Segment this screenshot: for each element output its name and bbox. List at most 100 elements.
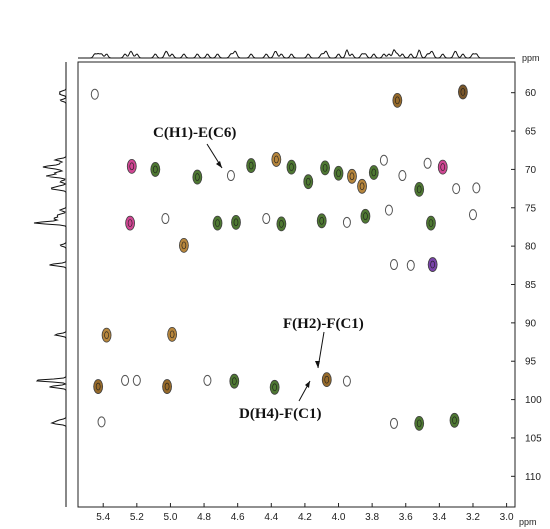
cross-peak-inner-contour [289, 163, 294, 171]
cross-peak [97, 416, 106, 428]
cross-peak [472, 182, 481, 194]
cross-peak-contour [229, 373, 240, 389]
cross-peak-contour [320, 160, 330, 176]
cross-peak-contour [360, 208, 371, 224]
cross-peak-inner-contour [232, 377, 237, 385]
plot-frame [77, 61, 516, 508]
cross-peak-inner-contour [322, 164, 328, 172]
cross-peak-inner-contour [428, 219, 434, 227]
cross-peak [414, 415, 425, 431]
x-tick-label: 3.6 [399, 512, 413, 523]
x-tick-label: 5.2 [130, 512, 144, 523]
left-1d-projection [33, 62, 67, 507]
cross-peak [161, 213, 170, 225]
cross-peak [90, 88, 99, 100]
y-tick-label: 95 [525, 357, 537, 368]
cross-peak-contour [125, 215, 136, 231]
cross-peak-inner-contour [416, 419, 422, 428]
cross-peak [449, 412, 460, 428]
cross-peak-contour [286, 159, 297, 175]
cross-peak [368, 165, 379, 180]
cross-peak-contour [321, 372, 332, 388]
cross-peak [321, 372, 332, 388]
x-tick-label: 3.2 [466, 512, 480, 523]
y-axis: 60 65 70 75 80 85 90 95 100 105 110 [511, 88, 542, 483]
cross-peak-contour [276, 216, 287, 232]
cross-peak [192, 169, 203, 185]
cross-peak [398, 170, 407, 182]
cross-peak-inner-contour [395, 96, 400, 105]
cross-peak [426, 215, 436, 231]
cross-peak-inner-contour [95, 382, 101, 391]
top-1d-projection [78, 48, 515, 59]
cross-peak-contour [246, 158, 257, 173]
cross-peak-inner-contour [169, 330, 175, 339]
cross-peak [452, 183, 461, 195]
cross-peak [167, 326, 178, 342]
cross-peak-inner-contour [129, 162, 135, 171]
cross-peak [132, 374, 141, 386]
cross-peak [212, 215, 223, 231]
cross-peak-contour [389, 417, 398, 429]
bottom-ppm-label: ppm [519, 517, 537, 527]
top-ppm-label: ppm [522, 53, 540, 63]
y-tick-label: 60 [525, 88, 537, 99]
cross-peak-inner-contour [153, 165, 158, 174]
cross-peak-contour [262, 213, 271, 225]
annotation-c1e6: C(H1)-E(C6) [153, 125, 236, 141]
cross-peak-contour [162, 379, 172, 394]
annotation-f2f1: F(H2)-F(C1) [283, 316, 364, 332]
x-tick-label: 3.0 [500, 512, 514, 523]
cross-peak-inner-contour [215, 219, 220, 227]
proton-trace [78, 48, 515, 59]
x-tick-label: 5.0 [163, 512, 177, 523]
cross-peak-inner-contour [181, 241, 187, 250]
y-tick-label: 100 [525, 395, 542, 406]
carbon-trace [33, 62, 67, 507]
x-tick-label: 3.4 [432, 512, 446, 523]
cross-peak [178, 237, 189, 253]
cross-peak-inner-contour [305, 177, 311, 186]
cross-peak [203, 374, 212, 386]
cross-peak [437, 159, 448, 175]
x-tick-label: 5.4 [96, 512, 110, 523]
cross-peak-contour [161, 213, 170, 225]
cross-peak [320, 160, 330, 176]
cross-peak-inner-contour [430, 260, 435, 269]
cross-peak [226, 170, 235, 182]
cross-peak-contour [231, 214, 241, 230]
y-tick-label: 80 [525, 242, 537, 253]
annotation-arrowhead-c1e6 [216, 161, 222, 168]
x-tick-label: 4.8 [197, 512, 211, 523]
cross-peak [342, 216, 351, 228]
cross-peak [347, 168, 357, 184]
x-tick-label: 4.0 [332, 512, 346, 523]
cross-peak [286, 159, 297, 175]
cross-peak-contour [398, 170, 407, 182]
cross-peak [357, 178, 367, 194]
cross-peak-contour [357, 178, 367, 194]
cross-peak-inner-contour [371, 168, 377, 177]
cross-peak [414, 181, 425, 197]
cross-peak-contour [178, 237, 189, 253]
cross-peak [423, 157, 432, 169]
y-tick-label: 105 [525, 433, 542, 444]
annotations: C(H1)-E(C6) F(H2)-F(C1) D(H4)-F(C1) [153, 125, 364, 422]
cross-peak-contour [167, 326, 178, 342]
cross-peak-inner-contour [440, 163, 446, 171]
x-tick-label: 4.2 [298, 512, 312, 523]
cross-peak [333, 165, 344, 181]
cross-peak-contour [368, 165, 379, 180]
cross-peak-contour [406, 259, 415, 271]
cross-peak-inner-contour [279, 220, 284, 228]
cross-peak-inner-contour [233, 218, 239, 227]
cross-peak [316, 213, 327, 229]
cross-peak [379, 154, 388, 166]
cross-peak-contour [379, 154, 388, 166]
cross-peak-contour [192, 169, 203, 185]
cross-peak-contour [271, 152, 282, 167]
cross-peak-inner-contour [349, 172, 355, 181]
x-tick-label: 4.4 [264, 512, 278, 523]
cross-peak [389, 417, 398, 429]
cross-peak-contour [203, 374, 212, 386]
